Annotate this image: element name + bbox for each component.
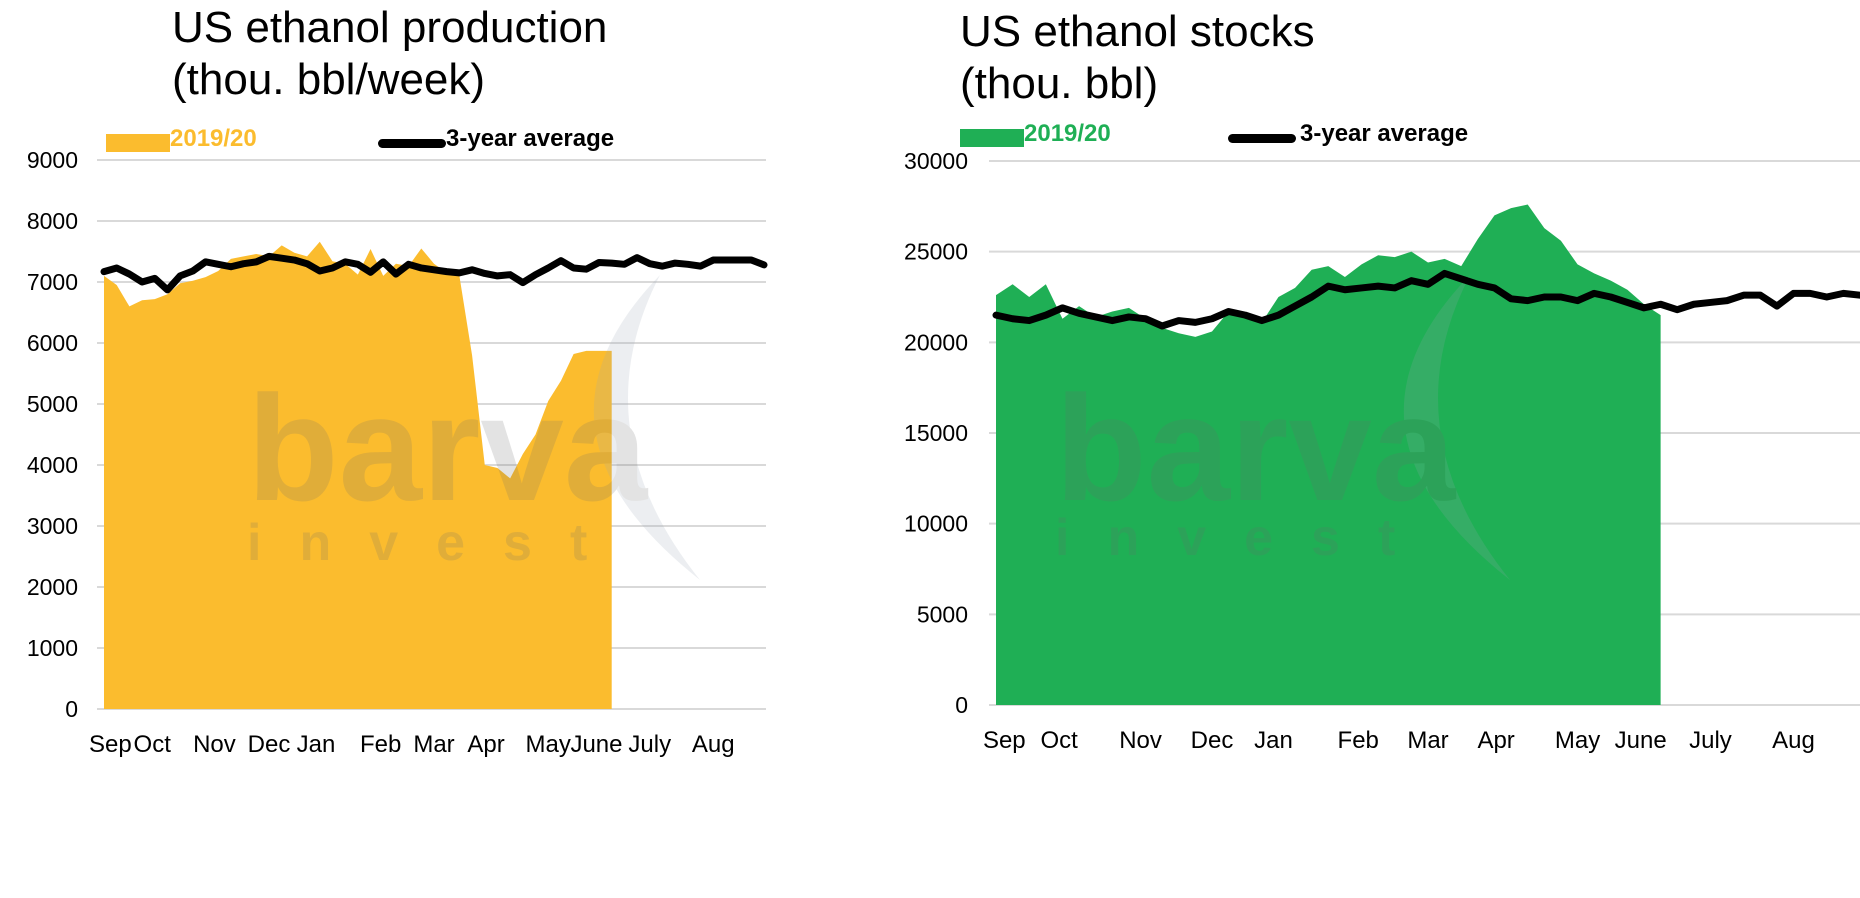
stocks-legend: 2019/20 3-year average bbox=[930, 119, 1860, 149]
production-chart-title: US ethanol production (thou. bbl/week) bbox=[172, 2, 607, 106]
stocks-x-tick-label: Mar bbox=[1407, 727, 1448, 754]
production-legend-average-swatch bbox=[378, 139, 446, 148]
production-plot: 0 1000 2000 3000 4000 5000 6000 7000 8000 9000 bar… bbox=[27, 147, 768, 758]
production-chart-panel: US ethanol production (thou. bbl/week) 2… bbox=[0, 2, 930, 758]
stocks-chart-title: US ethanol stocks (thou. bbl) bbox=[960, 6, 1315, 110]
stocks-x-tick-label: July bbox=[1689, 727, 1732, 754]
production-x-tick-label: Apr bbox=[467, 731, 504, 758]
stocks-y-tick-label: 15000 bbox=[904, 420, 968, 446]
watermark-sub-text: invest bbox=[1055, 509, 1433, 567]
production-x-tick-label: Feb bbox=[360, 731, 401, 758]
watermark-sail-shape bbox=[593, 275, 700, 580]
production-y-tick-label: 6000 bbox=[27, 330, 78, 356]
production-x-tick-label: Aug bbox=[692, 731, 735, 758]
watermark-sail-shape bbox=[1403, 275, 1510, 580]
production-y-tick-label: 2000 bbox=[27, 574, 78, 600]
production-y-tick-label: 3000 bbox=[27, 513, 78, 539]
production-y-tick-label: 0 bbox=[65, 696, 78, 722]
production-y-tick-label: 5000 bbox=[27, 391, 78, 417]
stocks-legend-series-label: 2019/20 bbox=[1024, 120, 1111, 147]
production-x-tick-label: Oct bbox=[134, 731, 172, 758]
stocks-line-3-year-average bbox=[992, 269, 1860, 330]
production-y-tick-label: 4000 bbox=[27, 452, 78, 478]
stocks-x-tick-label: Feb bbox=[1338, 727, 1379, 754]
production-y-tick-label: 7000 bbox=[27, 269, 78, 295]
stocks-y-tick-label: 10000 bbox=[904, 511, 968, 537]
stocks-x-tick-label: Dec bbox=[1191, 727, 1234, 754]
production-legend-series-label: 2019/20 bbox=[170, 125, 257, 152]
stocks-x-tick-label: Nov bbox=[1119, 727, 1162, 754]
stocks-y-tick-label: 30000 bbox=[904, 148, 968, 174]
stocks-y-tick-label: 20000 bbox=[904, 329, 968, 355]
stocks-plot: 0 5000 10000 15000 20000 25000 30000 barvainves… bbox=[904, 148, 1860, 754]
stocks-legend-average-swatch bbox=[1228, 134, 1296, 143]
stocks-title-line2: (thou. bbl) bbox=[960, 59, 1159, 108]
stocks-chart-panel: US ethanol stocks (thou. bbl) 2019/20 3-… bbox=[904, 0, 1860, 898]
watermark-sub-text: invest bbox=[247, 514, 625, 572]
stocks-x-tick-label: Jan bbox=[1254, 727, 1293, 754]
production-title-line1: US ethanol production bbox=[172, 3, 608, 52]
stocks-x-tick-label: Sep bbox=[983, 727, 1026, 754]
production-area-2019-20 bbox=[104, 241, 612, 710]
production-y-tick-label: 8000 bbox=[27, 208, 78, 234]
production-x-tick-label: May bbox=[526, 731, 571, 758]
production-legend: 2019/20 3-year average bbox=[0, 124, 930, 154]
production-x-tick-label: July bbox=[628, 731, 671, 758]
production-x-tick-label: Nov bbox=[193, 731, 236, 758]
production-legend-average-label: 3-year average bbox=[446, 125, 615, 152]
production-title-line2: (thou. bbl/week) bbox=[172, 55, 486, 104]
production-x-tick-label: Dec bbox=[248, 731, 291, 758]
stocks-y-tick-label: 25000 bbox=[904, 239, 968, 265]
stocks-x-tick-label: June bbox=[1615, 727, 1667, 754]
production-x-tick-label: Jan bbox=[297, 731, 336, 758]
watermark-brand-text: barva bbox=[1055, 364, 1457, 532]
production-x-tick-label: Mar bbox=[413, 731, 454, 758]
watermark-brand-text: barva bbox=[247, 364, 649, 532]
stocks-legend-average-label: 3-year average bbox=[1300, 120, 1469, 147]
stocks-legend-swatch bbox=[960, 129, 1024, 147]
stocks-y-tick-label: 5000 bbox=[917, 601, 968, 627]
stocks-x-tick-label: Apr bbox=[1477, 727, 1514, 754]
production-y-tick-label: 9000 bbox=[27, 147, 78, 173]
stocks-x-tick-label: May bbox=[1555, 727, 1600, 754]
production-x-tick-label: Sep bbox=[89, 731, 132, 758]
production-line-3-year-average bbox=[100, 252, 768, 294]
production-legend-swatch bbox=[106, 134, 170, 152]
stocks-x-tick-label: Oct bbox=[1040, 727, 1078, 754]
stocks-title-line1: US ethanol stocks bbox=[960, 7, 1315, 56]
stocks-x-tick-label: Aug bbox=[1772, 727, 1815, 754]
stocks-y-tick-label: 0 bbox=[955, 692, 968, 718]
production-x-tick-label: June bbox=[570, 731, 622, 758]
production-y-tick-label: 1000 bbox=[27, 635, 78, 661]
stocks-area-2019-20 bbox=[996, 204, 1661, 705]
